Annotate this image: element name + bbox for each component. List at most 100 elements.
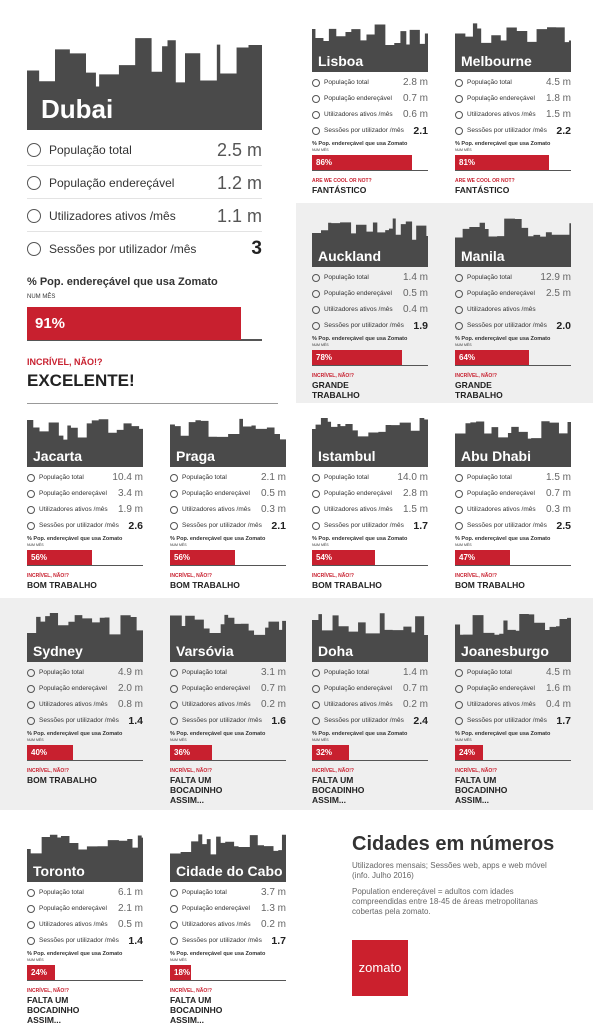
icon	[455, 474, 463, 482]
share-value: 86%	[316, 158, 333, 167]
city-name: Istambul	[318, 448, 376, 464]
icon	[27, 242, 41, 256]
share-value: 36%	[174, 748, 191, 757]
share-bar	[170, 550, 235, 565]
city-banner	[312, 445, 428, 467]
city-banner	[170, 860, 286, 882]
row-value: 0.5 m	[117, 919, 143, 930]
row-value: 1.4	[128, 935, 143, 947]
bar-track	[312, 365, 428, 366]
tagline: INCRÍVEL, NÃO!?	[312, 573, 354, 579]
row-value: 2.1	[413, 125, 428, 137]
row-label: Utilizadores ativos /mês	[182, 506, 251, 513]
row-value: 1.3 m	[260, 903, 286, 914]
icon	[170, 522, 178, 530]
icon	[312, 274, 320, 282]
row-value: 4.5 m	[545, 77, 571, 88]
city-name: Jacarta	[33, 448, 83, 464]
icon	[170, 685, 178, 693]
row-value: 0.6 m	[402, 109, 428, 120]
month-label: NUM MÊS	[170, 738, 187, 742]
verdict: FALTA UM BOCADINHO ASSIM...	[170, 995, 223, 1025]
icon	[27, 717, 35, 725]
icon	[455, 669, 463, 677]
tagline: INCRÍVEL, NÃO!?	[27, 768, 69, 774]
row-value: 12.9 m	[540, 272, 571, 283]
row-label: População endereçável	[49, 176, 175, 190]
row-value: 1.9 m	[117, 504, 143, 515]
row-label: Sessões por utilizador /mês	[182, 522, 262, 529]
city-name: Joanesburgo	[461, 643, 549, 659]
skyline	[170, 412, 286, 450]
row-label: Sessões por utilizador /mês	[324, 522, 404, 529]
city-banner	[27, 88, 262, 130]
row-value: 0.7 m	[402, 93, 428, 104]
icon	[27, 209, 41, 223]
icon	[27, 490, 35, 498]
share-bar	[170, 745, 212, 760]
skyline	[312, 214, 428, 250]
icon	[170, 474, 178, 482]
share-label: % Pop. endereçável que usa Zomato	[27, 276, 218, 288]
bar-track	[455, 565, 571, 566]
row-label: População endereçável	[324, 95, 392, 102]
share-label: % Pop. endereçável que usa Zomato	[27, 731, 123, 737]
icon	[170, 669, 178, 677]
skyline	[455, 606, 571, 645]
row-label: Sessões por utilizador /mês	[49, 242, 197, 256]
month-label: NUM MÊS	[27, 738, 44, 742]
row-label: População endereçável	[182, 685, 250, 692]
share-bar	[27, 307, 241, 340]
row-label: População endereçável	[467, 95, 535, 102]
share-label: % Pop. endereçável que usa Zomato	[170, 731, 266, 737]
icon	[312, 306, 320, 314]
share-label: % Pop. endereçável que usa Zomato	[312, 141, 408, 147]
month-label: NUM MÊS	[27, 958, 44, 962]
share-label: % Pop. endereçável que usa Zomato	[170, 536, 266, 542]
skyline	[312, 605, 428, 645]
share-bar	[27, 965, 55, 980]
row-label: Utilizadores ativos /mês	[467, 701, 536, 708]
verdict: FANTÁSTICO	[312, 185, 367, 195]
icon	[455, 306, 463, 314]
row-label: População endereçável	[39, 905, 107, 912]
skyline	[455, 19, 571, 55]
city-name: Doha	[318, 643, 353, 659]
row-value: 2.1 m	[260, 472, 286, 483]
icon	[312, 322, 320, 330]
city-banner	[455, 50, 571, 72]
icon	[312, 669, 320, 677]
skyline-shape	[170, 834, 286, 865]
skyline	[455, 413, 571, 450]
icon	[455, 717, 463, 725]
tagline: INCRÍVEL, NÃO!?	[27, 573, 69, 579]
verdict: BOM TRABALHO	[27, 580, 97, 590]
skyline-shape	[312, 418, 428, 450]
icon	[27, 474, 35, 482]
row-label: População endereçável	[324, 685, 392, 692]
row-value: 6.1 m	[117, 887, 143, 898]
row-label: População total	[49, 143, 132, 157]
row-label: População endereçável	[467, 685, 535, 692]
row-label: População total	[324, 474, 369, 481]
row-value: 3.1 m	[260, 667, 286, 678]
row-value: 2.4	[413, 715, 428, 727]
row-label: População total	[324, 79, 369, 86]
row-value: 0.2 m	[260, 699, 286, 710]
info-note: Population endereçável = adultos com ida…	[352, 887, 538, 916]
row-value: 0.8 m	[117, 699, 143, 710]
share-value: 18%	[174, 968, 191, 977]
tagline: INCRÍVEL, NÃO!?	[455, 373, 497, 379]
icon	[312, 127, 320, 135]
city-name: Lisboa	[318, 53, 364, 69]
share-label: % Pop. endereçável que usa Zomato	[27, 951, 123, 957]
tagline: INCRÍVEL, NÃO!?	[27, 988, 69, 994]
row-label: Sessões por utilizador /mês	[324, 127, 404, 134]
city-banner	[312, 245, 428, 267]
info-title: Cidades em números	[352, 833, 555, 855]
row-value: 3.4 m	[117, 488, 143, 499]
row-label: População endereçável	[39, 490, 107, 497]
row-label: Utilizadores ativos /mês	[467, 111, 536, 118]
tagline: INCRÍVEL, NÃO!?	[455, 573, 497, 579]
row-label: População endereçável	[467, 290, 535, 297]
